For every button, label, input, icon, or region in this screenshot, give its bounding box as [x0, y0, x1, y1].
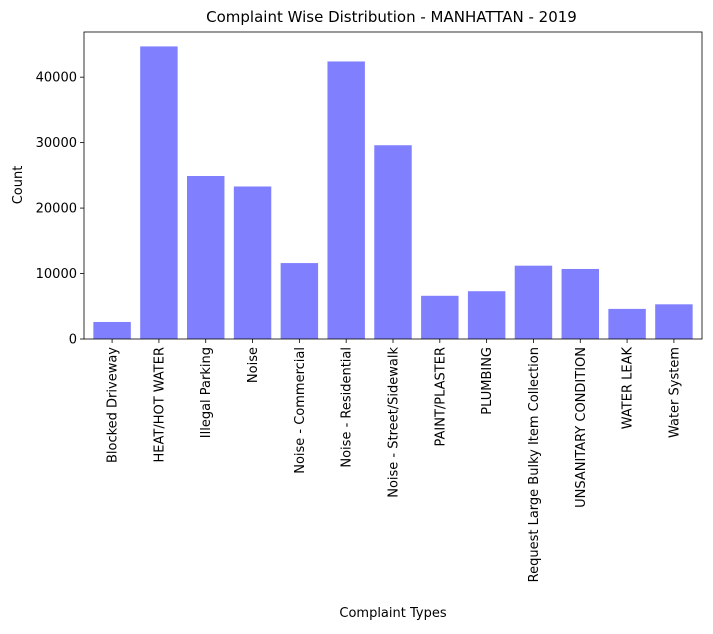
x-tick-label-8: PLUMBING	[480, 347, 495, 415]
x-tick-label-0: Blocked Driveway	[106, 347, 121, 463]
x-axis-label: Complaint Types	[339, 606, 446, 621]
y-tick-label-0: 0	[69, 333, 77, 348]
y-tick-label-1: 10000	[36, 267, 77, 282]
x-axis: Blocked Driveway HEAT/HOT WATER Illegal Pa…	[106, 339, 682, 582]
x-tick-label-7: PAINT/PLASTER	[433, 347, 448, 447]
bar-6	[374, 145, 412, 339]
bar-3	[233, 186, 272, 339]
x-tick-label-4: Noise - Commercial	[293, 347, 308, 474]
bar-11	[608, 308, 646, 339]
bar-12	[655, 304, 693, 339]
bar-9	[514, 265, 553, 339]
y-axis: 0 10000 20000 30000 40000	[36, 71, 84, 348]
bar-4	[280, 263, 319, 339]
x-tick-label-3: Noise	[246, 347, 261, 383]
x-tick-label-10: UNSANITARY CONDITION	[574, 347, 589, 508]
y-axis-label: Count	[11, 166, 26, 205]
y-tick-label-4: 40000	[36, 71, 77, 86]
y-tick-label-3: 30000	[36, 136, 77, 151]
x-tick-label-2: Illegal Parking	[199, 347, 214, 438]
bar-2	[187, 176, 225, 339]
bar-8	[467, 291, 506, 339]
x-tick-label-9: Request Large Bulky Item Collection	[527, 347, 542, 582]
bar-1	[140, 46, 178, 340]
plot-area	[83, 31, 703, 340]
x-tick-label-6: Noise - Street/Sidewalk	[387, 347, 402, 498]
x-tick-label-5: Noise - Residential	[340, 347, 355, 468]
x-tick-label-1: HEAT/HOT WATER	[152, 347, 167, 463]
bar-7	[421, 295, 459, 339]
x-tick-label-11: WATER LEAK	[621, 347, 636, 430]
x-tick-label-12: Water System	[667, 347, 682, 438]
bar-5	[327, 61, 365, 339]
bar-10	[561, 268, 599, 339]
y-tick-label-2: 20000	[36, 202, 77, 217]
bar-0	[93, 321, 131, 339]
chart-title: Complaint Wise Distribution - MANHATTAN …	[206, 8, 577, 26]
